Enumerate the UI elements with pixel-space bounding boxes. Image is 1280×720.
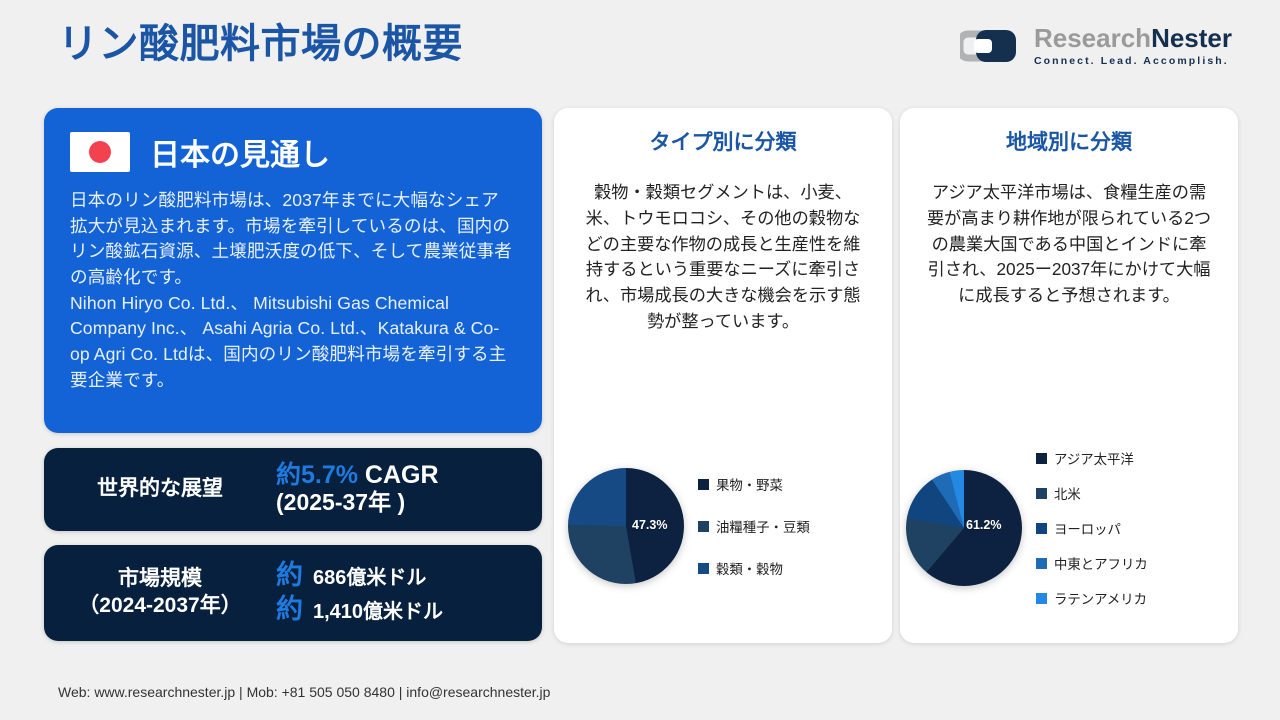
legend-label: ラテンアメリカ <box>1054 592 1148 607</box>
header: リン酸肥料市場の概要 ResearchNester Connect. Lead.… <box>0 0 1280 96</box>
cards-area: 日本の見通し 日本のリン酸肥料市場は、2037年までに大幅なシェア拡大が見込まれ… <box>0 108 1280 643</box>
japan-card-body: 日本のリン酸肥料市場は、2037年までに大幅なシェア拡大が見込まれます。市場を牽… <box>70 190 512 390</box>
legend-swatch-icon <box>1036 452 1047 464</box>
logo-mark-icon <box>956 26 1022 66</box>
legend-swatch-icon <box>1036 522 1047 534</box>
legend-label: 穀類・穀物 <box>716 562 783 577</box>
type-pie-legend: 果物・野菜油糧種子・豆類 穀類・穀物 <box>698 474 810 578</box>
legend-item: 中東とアフリカ <box>1036 553 1148 573</box>
legend-item: 油糧種子・豆類 <box>698 516 810 536</box>
legend-swatch-icon <box>1036 557 1047 569</box>
logo-text: ResearchNester Connect. Lead. Accomplish… <box>1034 25 1232 67</box>
legend-label: ヨーロッパ <box>1054 522 1121 537</box>
segment-by-region-title: 地域別に分類 <box>1006 131 1132 154</box>
type-pie-block: 47.3% 果物・野菜油糧種子・豆類 穀類・穀物 <box>554 468 892 584</box>
brand-logo: ResearchNester Connect. Lead. Accomplish… <box>956 25 1232 67</box>
global-outlook-value: 約5.7% CAGR (2025-37年 ) <box>276 460 542 517</box>
legend-item: 果物・野菜 <box>698 474 810 494</box>
legend-label: 北米 <box>1054 487 1081 502</box>
logo-name-research: Research <box>1033 23 1152 53</box>
legend-swatch-icon <box>1036 487 1047 499</box>
legend-item: ラテンアメリカ <box>1036 588 1148 608</box>
segment-by-region-body: アジア太平洋市場は、食糧生産の需要が高まり耕作地が限られている2つの農業大国であ… <box>926 182 1212 306</box>
page-title: リン酸肥料市場の概要 <box>58 22 463 66</box>
logo-tagline: Connect. Lead. Accomplish. <box>1033 55 1229 67</box>
market-size-row-forecast: 約 1,410億米ドル <box>276 593 542 627</box>
segment-by-region-card: 地域別に分類 アジア太平洋市場は、食糧生産の需要が高まり耕作地が限られている2つ… <box>900 108 1238 643</box>
logo-name: ResearchNester <box>1034 25 1232 51</box>
type-pie-percent-label: 47.3% <box>632 518 668 532</box>
legend-swatch-icon <box>1036 592 1047 604</box>
logo-name-nester: Nester <box>1151 23 1232 53</box>
legend-label: アジア太平洋 <box>1054 452 1134 467</box>
japan-flag-icon <box>70 132 130 172</box>
global-outlook-label: 世界的な展望 <box>97 477 223 501</box>
legend-label: 果物・野菜 <box>716 478 783 493</box>
region-pie-block: 61.2% アジア太平洋 北米ヨーロッパ中東とアフリカ ラテンアメリカ <box>900 448 1238 608</box>
legend-item: 北米 <box>1036 483 1148 503</box>
market-size-prefix-base: 約 <box>276 560 303 591</box>
japan-outlook-card: 日本の見通し 日本のリン酸肥料市場は、2037年までに大幅なシェア拡大が見込まれ… <box>44 108 542 433</box>
region-pie-legend: アジア太平洋 北米ヨーロッパ中東とアフリカ ラテンアメリカ <box>1036 448 1148 608</box>
legend-swatch-icon <box>698 520 709 532</box>
japan-flag-disc <box>89 141 111 163</box>
market-size-amount-forecast: 1,410億米ドル <box>313 601 444 623</box>
legend-item: 穀類・穀物 <box>698 558 810 578</box>
japan-card-header: 日本の見通し <box>70 130 516 174</box>
cagr-accent-value: 約5.7% <box>276 460 358 489</box>
segment-by-type-body: 穀物・穀類セグメントは、小麦、米、トウモロコシ、その他の穀物などの主要な作物の成… <box>585 182 861 331</box>
footer-contact: Web: www.researchnester.jp | Mob: +81 50… <box>58 684 551 700</box>
market-size-row-base: 約 686億米ドル <box>276 559 542 593</box>
region-pie-percent-label: 61.2% <box>966 518 1002 532</box>
cagr-unit: CAGR <box>357 460 439 489</box>
segment-by-type-card: タイプ別に分類 穀物・穀類セグメントは、小麦、米、トウモロコシ、その他の穀物など… <box>554 108 892 643</box>
legend-swatch-icon <box>698 562 709 574</box>
legend-swatch-icon <box>698 478 709 490</box>
market-size-prefix-forecast: 約 <box>276 594 303 624</box>
legend-item: ヨーロッパ <box>1036 518 1148 538</box>
legend-label: 油糧種子・豆類 <box>716 520 810 535</box>
legend-item: アジア太平洋 <box>1036 448 1148 468</box>
global-outlook-stat-box: 世界的な展望 約5.7% CAGR (2025-37年 ) <box>44 448 542 531</box>
legend-label: 中東とアフリカ <box>1054 557 1148 572</box>
type-pie-chart <box>568 468 684 584</box>
market-size-amount-base: 686億米ドル <box>313 567 427 590</box>
cagr-line-1: 約5.7% CAGR <box>276 460 542 490</box>
segment-by-type-title: タイプ別に分類 <box>649 131 797 154</box>
market-size-stat-box: 市場規模 （2024-2037年） 約 686億米ドル 約 1,410億米ドル <box>44 545 542 641</box>
cagr-period: (2025-37年 ) <box>276 489 406 516</box>
market-size-label: 市場規模 （2024-2037年） <box>78 567 242 617</box>
region-pie-chart <box>906 470 1022 586</box>
market-size-values: 約 686億米ドル 約 1,410億米ドル <box>276 559 542 627</box>
type-pie-wrap: 47.3% <box>568 468 684 584</box>
region-pie-wrap: 61.2% <box>906 470 1022 586</box>
japan-card-title: 日本の見通し <box>150 139 330 172</box>
